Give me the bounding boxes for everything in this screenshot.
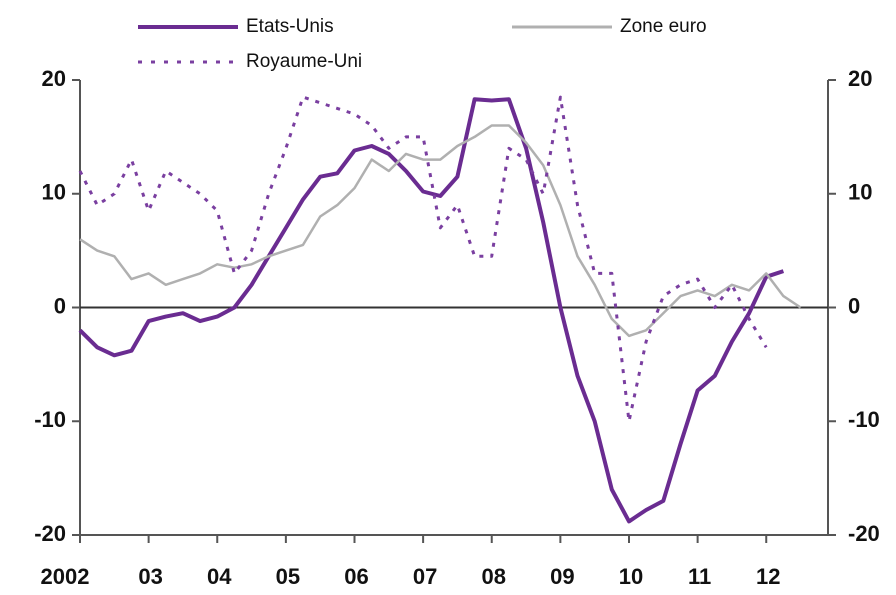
legend-label: Zone euro — [620, 16, 707, 37]
x-tick-label: 03 — [138, 564, 162, 589]
x-tick-label: 2002 — [41, 564, 90, 589]
y2-tick-label: -10 — [848, 407, 880, 432]
legend-label: Royaume-Uni — [246, 51, 362, 72]
series-line — [79, 124, 802, 338]
x-tick-label: 08 — [482, 564, 506, 589]
y-tick-label: -10 — [34, 407, 66, 432]
x-tick-label: 12 — [756, 564, 780, 589]
x-tick-label: 07 — [413, 564, 437, 589]
series-line — [78, 95, 768, 423]
y-tick-label: 0 — [54, 293, 66, 318]
x-tick-label: 09 — [550, 564, 574, 589]
x-tick-label: 04 — [207, 564, 232, 589]
y-tick-label: 20 — [42, 66, 66, 91]
y2-tick-label: 20 — [848, 66, 872, 91]
x-tick-label: 11 — [688, 564, 711, 589]
legend-label: Etats-Unis — [246, 16, 334, 37]
y2-tick-label: 10 — [848, 180, 872, 205]
x-tick-label: 10 — [619, 564, 643, 589]
y-tick-label: -20 — [34, 521, 66, 546]
x-tick-label: 05 — [276, 564, 300, 589]
y2-tick-label: -20 — [848, 521, 880, 546]
y2-tick-label: 0 — [848, 293, 860, 318]
y-tick-label: 10 — [42, 180, 66, 205]
x-tick-label: 06 — [344, 564, 368, 589]
series-line — [78, 97, 785, 524]
